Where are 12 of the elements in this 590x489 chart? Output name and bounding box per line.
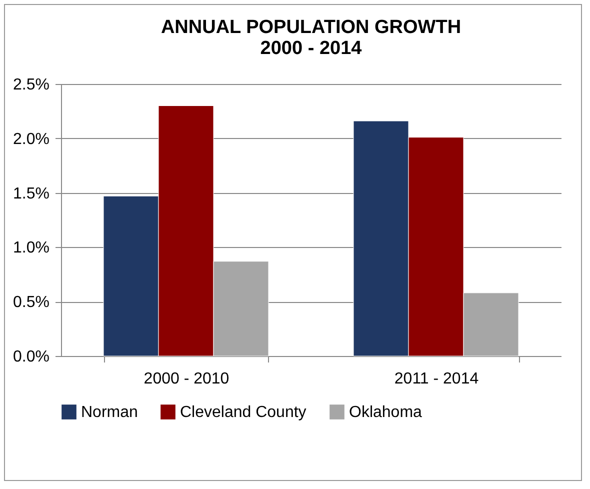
y-tick-label: 0.5% [13,294,50,312]
legend-label: Oklahoma [349,404,422,421]
y-tick-label: 1.5% [13,185,50,202]
legend-label: Cleveland County [180,404,306,421]
y-tick-label: 1.0% [13,240,50,257]
x-tick-label: 2000 - 2010 [144,370,230,388]
y-tick-label: 0.0% [13,348,50,366]
y-tick-label: 2.0% [13,130,50,148]
chart-title: ANNUAL POPULATION GROWTH 2000 - 2014 [160,17,462,59]
y-tick-label: 2.5% [13,76,50,94]
legend-label: Norman [81,404,138,421]
x-tick-label: 2011 - 2014 [394,370,479,388]
